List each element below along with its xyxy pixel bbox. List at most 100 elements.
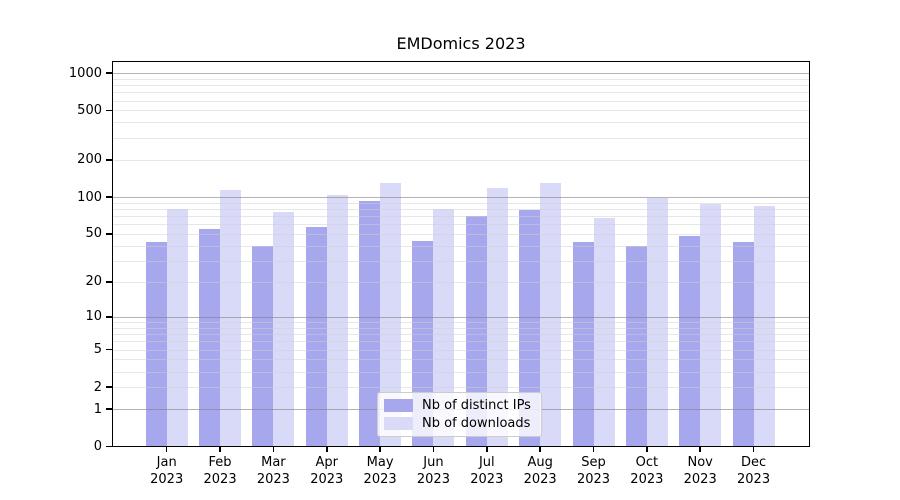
x-tick-month: Sep <box>581 454 606 470</box>
gridline-minor <box>112 281 810 283</box>
x-tick-label: Jan 2023 <box>137 454 197 488</box>
x-tick-month: Jun <box>423 454 444 470</box>
x-tick-label: Mar 2023 <box>243 454 303 488</box>
x-tick-mark <box>165 446 168 452</box>
bar-downloads <box>220 189 242 447</box>
bar-downloads <box>700 204 722 447</box>
bar-distinct-ips <box>305 226 327 447</box>
gridline-minor <box>112 260 810 262</box>
y-tick-label: 5 <box>93 342 102 358</box>
x-tick-label: May 2023 <box>350 454 410 488</box>
x-tick-year: 2023 <box>737 471 771 487</box>
bar-downloads <box>326 194 348 447</box>
bar-distinct-ips <box>359 201 381 447</box>
bar-distinct-ips <box>732 241 754 447</box>
y-tick-mark <box>106 233 112 235</box>
y-tick-label: 500 <box>77 102 102 118</box>
x-tick-year: 2023 <box>150 471 184 487</box>
x-tick-mark <box>752 446 755 452</box>
gridline-minor <box>112 100 810 102</box>
gridline-minor <box>112 349 810 351</box>
legend-row-ips: Nb of distinct IPs <box>384 398 531 413</box>
y-tick-mark <box>106 386 112 388</box>
x-tick-label: Nov 2023 <box>670 454 730 488</box>
bar-distinct-ips <box>465 216 487 447</box>
gridline-minor <box>112 202 810 204</box>
y-tick-mark <box>106 159 112 161</box>
gridline-minor <box>112 216 810 218</box>
x-tick-month: Apr <box>315 454 339 470</box>
y-tick-mark <box>106 109 112 112</box>
bar-downloads <box>380 183 402 447</box>
bar-distinct-ips <box>199 228 221 447</box>
gridline-minor <box>112 322 810 324</box>
gridline-minor <box>112 359 810 361</box>
x-tick-year: 2023 <box>363 471 397 487</box>
y-tick-label: 20 <box>85 274 102 290</box>
y-tick-mark <box>106 196 112 198</box>
x-tick-month: Aug <box>527 454 553 470</box>
x-tick-year: 2023 <box>523 471 557 487</box>
x-tick-year: 2023 <box>630 471 664 487</box>
x-tick-month: May <box>366 454 394 470</box>
gridline-minor <box>112 224 810 226</box>
y-tick-label: 10 <box>85 309 102 325</box>
y-tick-mark <box>106 72 112 74</box>
bar-distinct-ips <box>145 241 167 447</box>
y-tick-label: 1000 <box>68 65 102 81</box>
x-tick-year: 2023 <box>256 471 290 487</box>
gridline-minor <box>112 110 810 112</box>
bar-distinct-ips <box>679 236 701 447</box>
legend-label-ips: Nb of distinct IPs <box>422 398 531 413</box>
x-tick-year: 2023 <box>470 471 504 487</box>
gridline-minor <box>112 327 810 329</box>
x-tick-mark <box>486 446 488 452</box>
x-tick-label: Jul 2023 <box>457 454 517 488</box>
x-tick-mark <box>646 446 648 452</box>
y-tick-label: 0 <box>93 439 102 454</box>
x-tick-month: Jul <box>478 454 495 470</box>
x-tick-mark <box>539 446 541 452</box>
gridline-minor <box>112 245 810 247</box>
legend-swatch-ips <box>384 399 413 412</box>
gridline-major <box>112 73 810 74</box>
y-tick-label: 200 <box>77 152 102 168</box>
gridline-minor <box>112 137 810 139</box>
legend-swatch-downloads <box>384 417 413 430</box>
x-tick-month: Dec <box>740 454 767 470</box>
x-tick-label: Sep 2023 <box>564 454 624 488</box>
gridline-minor <box>112 159 810 161</box>
y-tick-mark <box>106 281 112 283</box>
x-tick-label: Jun 2023 <box>403 454 463 488</box>
gridline-minor <box>112 122 810 124</box>
gridline-minor <box>112 334 810 336</box>
bar-downloads <box>540 183 562 447</box>
plot-area <box>112 61 810 447</box>
x-tick-label: Aug 2023 <box>510 454 570 488</box>
bar-downloads <box>593 218 615 447</box>
x-tick-label: Feb 2023 <box>190 454 250 488</box>
gridline-minor <box>112 92 810 94</box>
gridline-minor <box>112 233 810 235</box>
y-tick-mark <box>106 408 112 410</box>
x-tick-month: Feb <box>208 454 232 470</box>
bar-distinct-ips <box>252 245 274 447</box>
x-tick-mark <box>219 446 221 452</box>
y-tick-label: 1 <box>93 401 102 417</box>
x-tick-mark <box>699 446 701 452</box>
gridline-major <box>112 316 810 318</box>
gridline-minor <box>112 341 810 343</box>
x-tick-label: Oct 2023 <box>617 454 677 488</box>
x-tick-year: 2023 <box>203 471 237 487</box>
gridline-minor <box>112 371 810 373</box>
x-tick-mark <box>592 446 595 452</box>
gridline-minor <box>112 387 810 389</box>
legend: Nb of distinct IPs Nb of downloads <box>377 392 542 437</box>
x-tick-year: 2023 <box>416 471 450 487</box>
gridline-minor <box>112 85 810 87</box>
y-tick-mark <box>106 445 112 448</box>
x-tick-label: Dec 2023 <box>724 454 784 488</box>
y-tick-mark <box>106 316 112 318</box>
x-tick-year: 2023 <box>683 471 717 487</box>
